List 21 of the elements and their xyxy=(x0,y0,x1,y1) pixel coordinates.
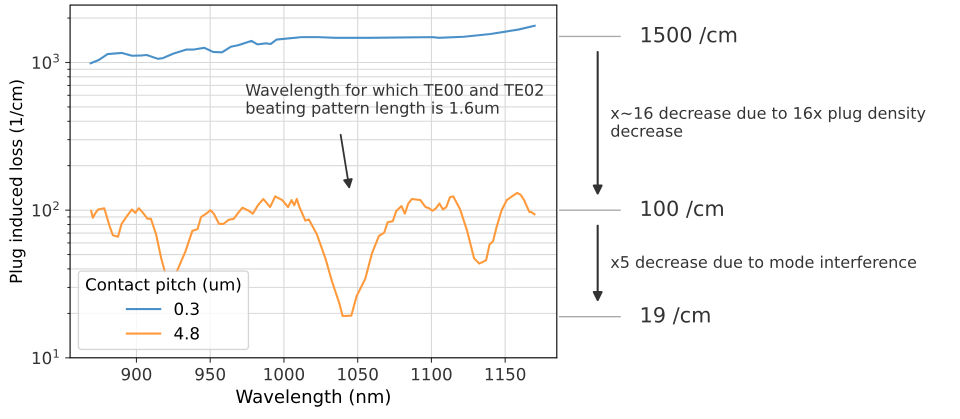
y-axis-title: Plug induced loss (1/cm) xyxy=(9,80,26,282)
ref-line-label: 100 /cm xyxy=(642,200,723,218)
ref-line-label: 19 /cm xyxy=(642,306,710,324)
y-tick-label: 10$^{2}$ xyxy=(32,201,59,217)
text: x~16 decrease due to 16x plug density decrease xyxy=(610,106,926,137)
legend-label: 4.8 xyxy=(174,326,199,340)
x-tick-label: 1000 xyxy=(264,368,304,380)
x-tick-label: 950 xyxy=(195,368,225,380)
text: x5 decrease due to mode interference xyxy=(610,256,916,268)
x-tick-label: 1050 xyxy=(338,368,378,380)
y-tick-label: 10$^{3}$ xyxy=(32,54,59,69)
ref-line-label: 1500 /cm xyxy=(642,26,736,44)
y-tick-label: 10$^{1}$ xyxy=(32,349,59,364)
legend-label: 0.3 xyxy=(174,302,199,316)
line-series xyxy=(90,24,536,64)
x-tick-label: 1100 xyxy=(412,368,452,380)
x-axis-title: Wavelength (nm) xyxy=(236,389,390,407)
x-tick-label: 1150 xyxy=(486,368,526,380)
x-tick-label: 900 xyxy=(122,368,152,380)
annotation: Wavelength for which TE00 and TE02 beating pattern length is 1.6um xyxy=(246,84,543,117)
legend-title: Contact pitch (um) xyxy=(86,278,240,294)
